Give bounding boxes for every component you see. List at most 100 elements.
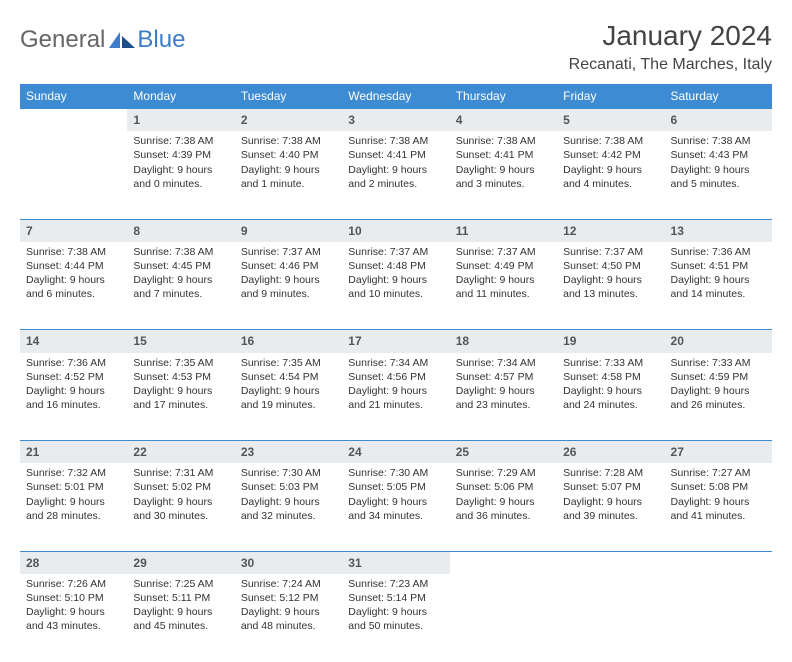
day-number: 6	[665, 109, 772, 132]
day-cell: Sunrise: 7:31 AMSunset: 5:02 PMDaylight:…	[127, 463, 234, 551]
day-line: Sunrise: 7:38 AM	[241, 134, 336, 148]
day-line: and 32 minutes.	[241, 509, 336, 523]
day-line: Sunset: 4:54 PM	[241, 370, 336, 384]
day-line: Daylight: 9 hours	[26, 384, 121, 398]
dayname: Wednesday	[342, 84, 449, 109]
day-line: Daylight: 9 hours	[241, 163, 336, 177]
day-line: Daylight: 9 hours	[563, 273, 658, 287]
day-line: Sunrise: 7:37 AM	[348, 245, 443, 259]
day-line: and 36 minutes.	[456, 509, 551, 523]
day-line: Sunset: 4:46 PM	[241, 259, 336, 273]
day-line: Sunrise: 7:33 AM	[671, 356, 766, 370]
day-line: Sunset: 5:14 PM	[348, 591, 443, 605]
day-number: 25	[450, 441, 557, 464]
dayname: Monday	[127, 84, 234, 109]
day-number: 26	[557, 441, 664, 464]
day-line: Daylight: 9 hours	[26, 495, 121, 509]
calendar-table: Sunday Monday Tuesday Wednesday Thursday…	[20, 84, 772, 662]
day-line: Sunrise: 7:34 AM	[456, 356, 551, 370]
day-cell	[20, 131, 127, 219]
day-line: Sunrise: 7:30 AM	[241, 466, 336, 480]
day-number: 8	[127, 219, 234, 242]
day-number: 15	[127, 330, 234, 353]
day-line: and 48 minutes.	[241, 619, 336, 633]
day-line: and 50 minutes.	[348, 619, 443, 633]
day-cell: Sunrise: 7:23 AMSunset: 5:14 PMDaylight:…	[342, 574, 449, 662]
day-cell	[665, 574, 772, 662]
day-line: Sunrise: 7:24 AM	[241, 577, 336, 591]
day-number: 11	[450, 219, 557, 242]
day-line: Sunset: 5:08 PM	[671, 480, 766, 494]
day-line: Sunrise: 7:37 AM	[563, 245, 658, 259]
dayname: Sunday	[20, 84, 127, 109]
day-cell: Sunrise: 7:38 AMSunset: 4:42 PMDaylight:…	[557, 131, 664, 219]
day-number: 1	[127, 109, 234, 132]
day-line: and 45 minutes.	[133, 619, 228, 633]
day-line: and 43 minutes.	[26, 619, 121, 633]
daynum-row: 78910111213	[20, 219, 772, 242]
day-cell: Sunrise: 7:29 AMSunset: 5:06 PMDaylight:…	[450, 463, 557, 551]
daynum-row: 21222324252627	[20, 441, 772, 464]
day-line: and 1 minute.	[241, 177, 336, 191]
day-line: Daylight: 9 hours	[563, 384, 658, 398]
day-line: Daylight: 9 hours	[133, 273, 228, 287]
day-cell: Sunrise: 7:36 AMSunset: 4:51 PMDaylight:…	[665, 242, 772, 330]
day-line: Daylight: 9 hours	[133, 605, 228, 619]
day-line: Sunset: 4:49 PM	[456, 259, 551, 273]
day-line: Sunset: 4:43 PM	[671, 148, 766, 162]
day-content-row: Sunrise: 7:38 AMSunset: 4:39 PMDaylight:…	[20, 131, 772, 219]
day-cell: Sunrise: 7:38 AMSunset: 4:41 PMDaylight:…	[450, 131, 557, 219]
day-line: Sunrise: 7:38 AM	[671, 134, 766, 148]
day-line: Sunrise: 7:38 AM	[456, 134, 551, 148]
day-line: Sunrise: 7:37 AM	[456, 245, 551, 259]
day-cell: Sunrise: 7:30 AMSunset: 5:05 PMDaylight:…	[342, 463, 449, 551]
dayname: Friday	[557, 84, 664, 109]
day-line: Sunrise: 7:25 AM	[133, 577, 228, 591]
day-line: and 14 minutes.	[671, 287, 766, 301]
day-line: Sunrise: 7:31 AM	[133, 466, 228, 480]
day-number: 10	[342, 219, 449, 242]
day-line: Daylight: 9 hours	[456, 273, 551, 287]
day-line: Daylight: 9 hours	[241, 273, 336, 287]
day-line: and 23 minutes.	[456, 398, 551, 412]
day-line: Daylight: 9 hours	[456, 163, 551, 177]
day-line: Sunrise: 7:34 AM	[348, 356, 443, 370]
day-line: Sunset: 5:11 PM	[133, 591, 228, 605]
day-content-row: Sunrise: 7:26 AMSunset: 5:10 PMDaylight:…	[20, 574, 772, 662]
day-cell: Sunrise: 7:28 AMSunset: 5:07 PMDaylight:…	[557, 463, 664, 551]
day-line: Sunset: 5:10 PM	[26, 591, 121, 605]
day-line: Sunset: 4:56 PM	[348, 370, 443, 384]
day-line: Daylight: 9 hours	[133, 163, 228, 177]
day-line: Sunrise: 7:38 AM	[348, 134, 443, 148]
dayname: Tuesday	[235, 84, 342, 109]
calendar-body: 123456Sunrise: 7:38 AMSunset: 4:39 PMDay…	[20, 109, 772, 662]
day-cell: Sunrise: 7:26 AMSunset: 5:10 PMDaylight:…	[20, 574, 127, 662]
day-cell: Sunrise: 7:38 AMSunset: 4:43 PMDaylight:…	[665, 131, 772, 219]
day-number	[450, 551, 557, 574]
day-number	[557, 551, 664, 574]
day-line: Sunrise: 7:30 AM	[348, 466, 443, 480]
day-number: 14	[20, 330, 127, 353]
day-line: Sunset: 5:06 PM	[456, 480, 551, 494]
day-line: Sunset: 4:58 PM	[563, 370, 658, 384]
day-number	[20, 109, 127, 132]
day-line: Sunrise: 7:33 AM	[563, 356, 658, 370]
day-line: and 21 minutes.	[348, 398, 443, 412]
day-line: Daylight: 9 hours	[348, 605, 443, 619]
dayname: Saturday	[665, 84, 772, 109]
day-line: and 17 minutes.	[133, 398, 228, 412]
dayname-row: Sunday Monday Tuesday Wednesday Thursday…	[20, 84, 772, 109]
day-cell: Sunrise: 7:24 AMSunset: 5:12 PMDaylight:…	[235, 574, 342, 662]
day-line: and 24 minutes.	[563, 398, 658, 412]
day-number: 28	[20, 551, 127, 574]
day-line: Daylight: 9 hours	[671, 273, 766, 287]
day-line: Daylight: 9 hours	[241, 384, 336, 398]
day-line: Sunset: 4:53 PM	[133, 370, 228, 384]
day-line: Sunset: 4:41 PM	[348, 148, 443, 162]
day-line: and 34 minutes.	[348, 509, 443, 523]
day-cell: Sunrise: 7:33 AMSunset: 4:59 PMDaylight:…	[665, 353, 772, 441]
day-line: Sunrise: 7:29 AM	[456, 466, 551, 480]
day-line: Sunrise: 7:38 AM	[26, 245, 121, 259]
day-line: Sunset: 4:41 PM	[456, 148, 551, 162]
day-cell: Sunrise: 7:38 AMSunset: 4:40 PMDaylight:…	[235, 131, 342, 219]
